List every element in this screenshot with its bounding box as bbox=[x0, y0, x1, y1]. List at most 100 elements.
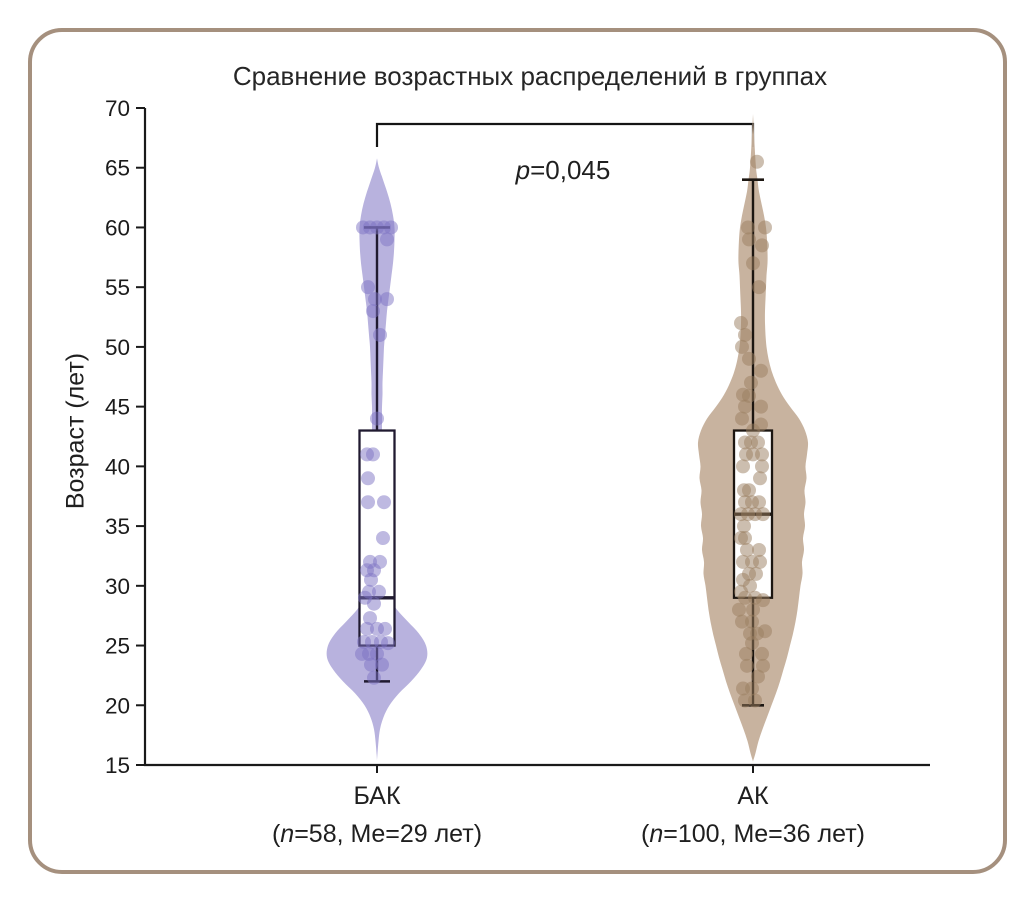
y-tick-label: 25 bbox=[105, 634, 130, 659]
n-symbol: n bbox=[280, 820, 295, 849]
data-point-1 bbox=[755, 646, 769, 661]
data-point-1 bbox=[742, 351, 756, 366]
data-point-1 bbox=[741, 220, 755, 235]
data-point-1 bbox=[752, 495, 766, 510]
data-point-0 bbox=[378, 621, 392, 636]
y-tick-label: 65 bbox=[105, 156, 130, 181]
data-point-0 bbox=[364, 657, 378, 672]
data-point-1 bbox=[754, 363, 768, 378]
data-point-1 bbox=[746, 256, 760, 271]
data-point-0 bbox=[384, 220, 398, 235]
group-stats: (n=58, Me=29 лет) bbox=[271, 820, 483, 849]
data-point-1 bbox=[740, 658, 754, 673]
data-point-0 bbox=[380, 232, 394, 247]
data-point-1 bbox=[754, 399, 768, 414]
data-point-0 bbox=[363, 611, 377, 626]
data-point-0 bbox=[364, 572, 378, 587]
data-point-1 bbox=[755, 238, 769, 253]
data-point-1 bbox=[734, 316, 748, 331]
data-point-1 bbox=[738, 327, 752, 342]
data-point-1 bbox=[738, 590, 752, 605]
group-name: БАК bbox=[353, 782, 401, 810]
data-point-1 bbox=[752, 280, 766, 295]
y-tick-label: 30 bbox=[105, 574, 130, 599]
y-tick-label: 50 bbox=[105, 335, 130, 360]
data-point-1 bbox=[750, 154, 764, 169]
y-axis-label: Возраст (лет) bbox=[61, 352, 90, 510]
y-tick-label: 70 bbox=[105, 96, 130, 121]
chart-title: Сравнение возрастных распределений в гру… bbox=[232, 61, 828, 91]
data-point-0 bbox=[366, 304, 380, 319]
y-tick-label: 55 bbox=[105, 275, 130, 300]
data-point-1 bbox=[735, 339, 749, 354]
p-value-annotation: p=0,045 bbox=[516, 155, 611, 186]
data-point-0 bbox=[361, 495, 375, 510]
data-point-0 bbox=[370, 646, 384, 661]
data-point-0 bbox=[367, 596, 381, 611]
data-point-1 bbox=[737, 519, 751, 534]
data-point-1 bbox=[756, 507, 770, 522]
data-point-1 bbox=[739, 646, 753, 661]
data-point-0 bbox=[375, 657, 389, 672]
data-point-1 bbox=[742, 483, 756, 498]
axis-lines bbox=[143, 108, 930, 767]
group-label-ak: АК (n=100, Me=36 лет) bbox=[641, 781, 865, 851]
significance-bracket bbox=[375, 122, 755, 147]
data-point-0 bbox=[366, 447, 380, 462]
y-tick-label: 35 bbox=[105, 514, 130, 539]
data-point-0 bbox=[372, 584, 386, 599]
data-point-1 bbox=[751, 435, 765, 450]
data-point-1 bbox=[748, 693, 762, 708]
data-point-1 bbox=[738, 399, 752, 414]
y-tick-label: 20 bbox=[105, 693, 130, 718]
group-stats: (n=100, Me=36 лет) bbox=[641, 820, 865, 849]
data-point-1 bbox=[746, 423, 760, 438]
data-point-1 bbox=[746, 602, 760, 617]
data-point-1 bbox=[749, 566, 763, 581]
data-point-1 bbox=[744, 375, 758, 390]
data-point-1 bbox=[753, 554, 767, 569]
p-value-text: =0,045 bbox=[530, 155, 611, 185]
data-point-0 bbox=[361, 471, 375, 486]
data-point-0 bbox=[368, 292, 382, 307]
data-point-1 bbox=[745, 636, 759, 651]
data-point-0 bbox=[381, 636, 395, 651]
p-symbol: p bbox=[515, 155, 531, 185]
data-point-0 bbox=[380, 292, 394, 307]
y-tick-label: 40 bbox=[105, 454, 130, 479]
data-point-1 bbox=[732, 602, 746, 617]
y-tick-label: 60 bbox=[105, 215, 130, 240]
data-point-1 bbox=[735, 411, 749, 426]
data-point-0 bbox=[373, 327, 387, 342]
data-point-1 bbox=[738, 693, 752, 708]
group-name: АК bbox=[737, 782, 769, 810]
data-point-1 bbox=[738, 531, 752, 546]
data-point-0 bbox=[367, 670, 381, 685]
data-point-1 bbox=[735, 614, 749, 629]
data-point-1 bbox=[755, 447, 769, 462]
data-point-1 bbox=[753, 471, 767, 486]
data-point-0 bbox=[360, 621, 374, 636]
n-symbol: n bbox=[649, 820, 664, 849]
data-point-1 bbox=[755, 459, 769, 474]
data-point-1 bbox=[752, 542, 766, 557]
data-point-1 bbox=[751, 669, 765, 684]
y-tick-label: 15 bbox=[105, 753, 130, 778]
y-tick-label: 45 bbox=[105, 395, 130, 420]
data-point-1 bbox=[736, 459, 750, 474]
data-point-1 bbox=[740, 542, 754, 557]
data-point-1 bbox=[756, 658, 770, 673]
data-point-1 bbox=[756, 593, 770, 608]
group-label-bak: БАК (n=58, Me=29 лет) bbox=[272, 781, 482, 851]
data-point-1 bbox=[742, 388, 756, 403]
data-point-0 bbox=[370, 411, 384, 426]
data-point-1 bbox=[745, 681, 759, 696]
data-point-1 bbox=[742, 232, 756, 247]
data-point-0 bbox=[376, 531, 390, 546]
data-point-0 bbox=[361, 280, 375, 295]
data-point-1 bbox=[745, 614, 759, 629]
data-point-0 bbox=[377, 495, 391, 510]
data-point-1 bbox=[758, 220, 772, 235]
